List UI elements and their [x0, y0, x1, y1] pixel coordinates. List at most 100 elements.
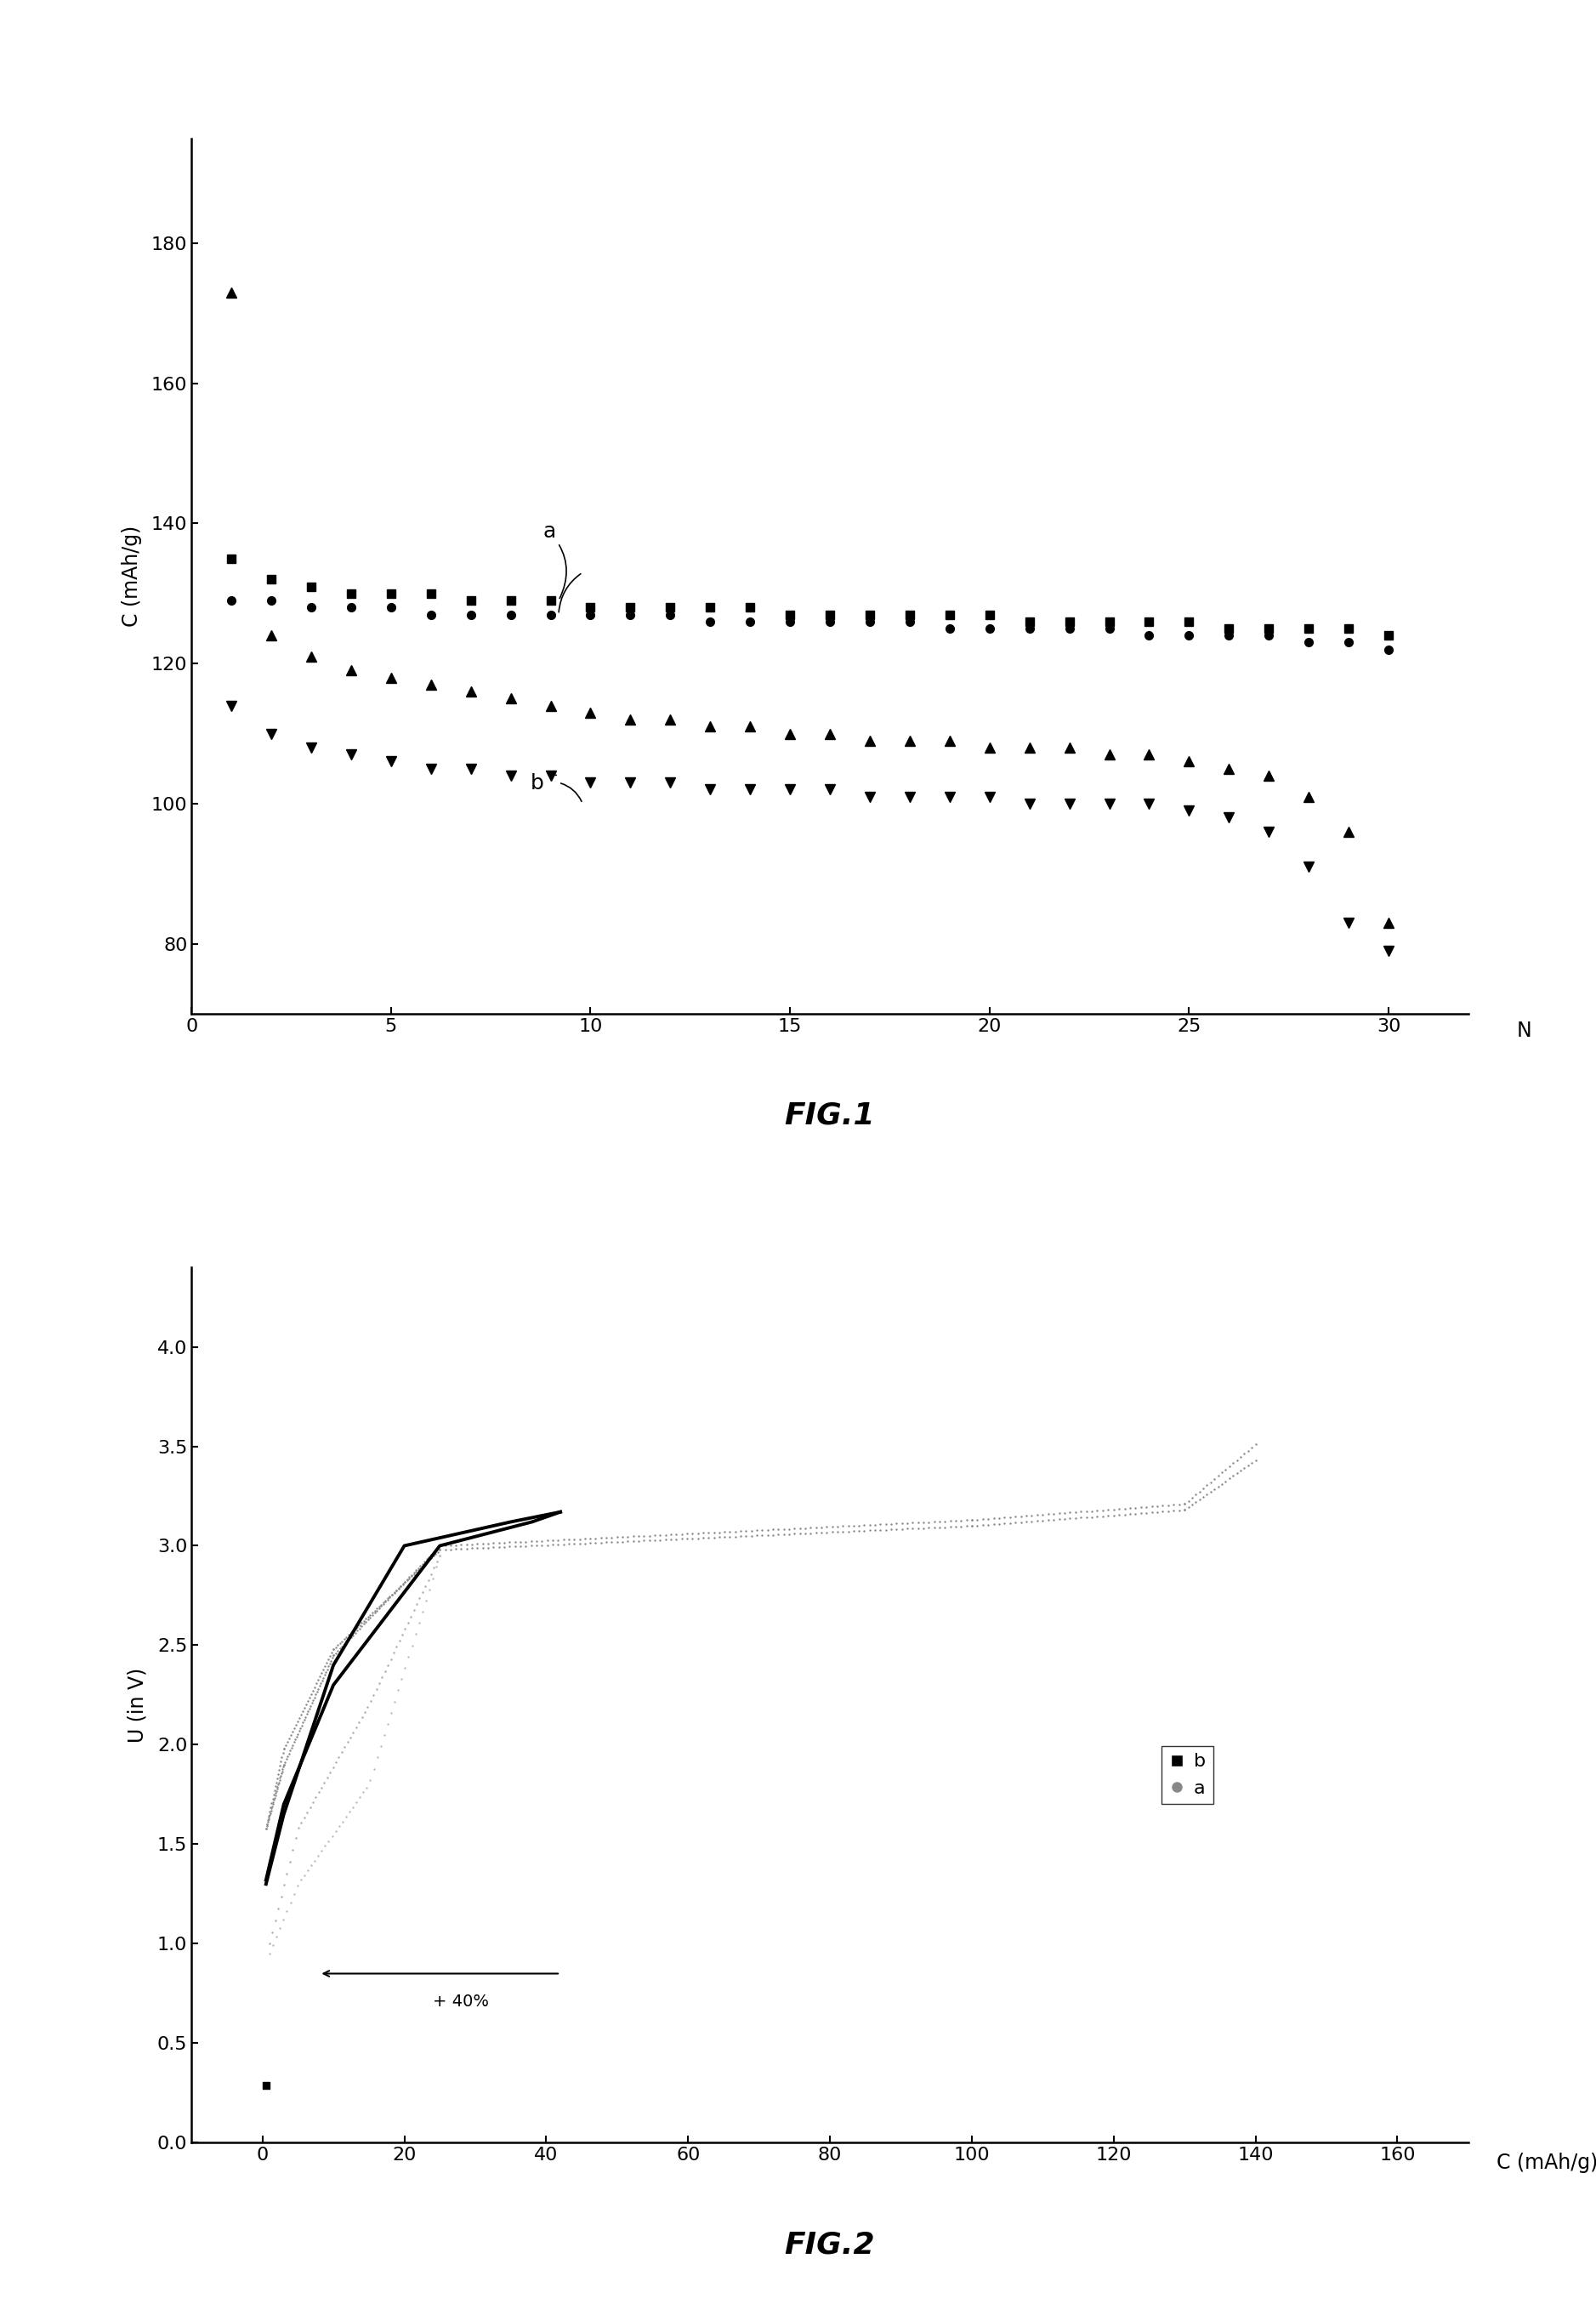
Point — [413, 1541, 439, 1578]
Point — [1235, 1433, 1261, 1470]
Point — [278, 1885, 303, 1922]
Point — [271, 1746, 297, 1783]
Point — [362, 1592, 388, 1629]
Point — [346, 1779, 372, 1816]
Point — [259, 1788, 284, 1825]
Point — [1112, 1491, 1138, 1528]
Point — [257, 1799, 282, 1836]
Point — [857, 1511, 883, 1548]
Point — [954, 1507, 980, 1544]
Point — [1133, 1495, 1159, 1532]
Point — [263, 1772, 289, 1809]
Point — [578, 1525, 603, 1562]
Point — [289, 1707, 314, 1744]
Point — [1160, 1486, 1186, 1523]
Point — [621, 1523, 646, 1560]
Point — [294, 1795, 319, 1832]
Point — [701, 1518, 726, 1555]
Point — [282, 1707, 308, 1744]
Point — [260, 1926, 286, 1963]
Point — [1176, 1488, 1202, 1525]
Point — [809, 1514, 835, 1551]
Point — [260, 1915, 286, 1951]
Point — [332, 1728, 358, 1765]
Point — [460, 1525, 485, 1562]
Point — [284, 1866, 310, 1903]
Point — [350, 1698, 375, 1735]
Point — [321, 1636, 346, 1673]
Point — [267, 1765, 292, 1802]
Point — [1171, 1491, 1197, 1528]
Point — [1063, 1500, 1088, 1537]
Point — [275, 1737, 300, 1774]
Point — [402, 1615, 428, 1652]
Point — [927, 1502, 953, 1539]
Point — [571, 1521, 597, 1558]
Point — [555, 1525, 581, 1562]
Point — [425, 1534, 450, 1571]
Point — [338, 1719, 364, 1756]
Point — [669, 1516, 694, 1553]
Point — [350, 1608, 375, 1645]
Point — [267, 1763, 292, 1799]
Point — [1216, 1447, 1242, 1484]
Point — [375, 1581, 401, 1617]
Point — [598, 1518, 624, 1555]
Point — [308, 1654, 334, 1691]
Point — [1183, 1477, 1208, 1514]
Point — [375, 1647, 401, 1684]
Point — [281, 1723, 306, 1760]
Point — [539, 1523, 565, 1560]
Point — [1176, 1481, 1202, 1518]
Point — [1009, 1505, 1034, 1541]
Point — [841, 1514, 867, 1551]
Point — [417, 1571, 442, 1608]
Point — [852, 1511, 878, 1548]
Text: b: b — [530, 774, 557, 795]
Point — [868, 1507, 894, 1544]
Point — [626, 1518, 651, 1555]
Point — [265, 1765, 290, 1802]
Point — [367, 1666, 393, 1703]
Point — [819, 1509, 844, 1546]
Point — [680, 1521, 705, 1558]
Point — [268, 1758, 294, 1795]
Point — [927, 1509, 953, 1546]
Point — [674, 1516, 699, 1553]
Point — [508, 1528, 533, 1564]
Point — [739, 1511, 764, 1548]
Point — [614, 1523, 640, 1560]
Point — [418, 1555, 444, 1592]
Point — [1013, 1505, 1039, 1541]
Point — [487, 1525, 512, 1562]
Point — [298, 1687, 324, 1723]
Point — [318, 1638, 343, 1675]
Point — [418, 1537, 444, 1574]
Point — [389, 1615, 415, 1652]
Point — [567, 1521, 592, 1558]
Point — [354, 1769, 380, 1806]
Point — [388, 1567, 413, 1604]
Point — [878, 1511, 903, 1548]
Point — [712, 1518, 737, 1555]
Point — [1029, 1495, 1055, 1532]
Point — [314, 1645, 340, 1682]
Point — [598, 1523, 624, 1560]
Point — [257, 1926, 282, 1963]
Point — [380, 1576, 405, 1613]
Point — [254, 1811, 279, 1848]
Point — [1179, 1479, 1205, 1516]
Point — [396, 1638, 421, 1675]
Point — [267, 1746, 292, 1783]
Point — [793, 1516, 819, 1553]
Point — [338, 1620, 364, 1657]
Point — [728, 1514, 753, 1551]
Point — [1095, 1498, 1120, 1534]
Point — [755, 1511, 780, 1548]
Point — [263, 1767, 289, 1804]
Point — [680, 1516, 705, 1553]
Point — [346, 1610, 372, 1647]
Point — [270, 1753, 295, 1790]
Point — [326, 1809, 351, 1846]
Point — [460, 1530, 485, 1567]
